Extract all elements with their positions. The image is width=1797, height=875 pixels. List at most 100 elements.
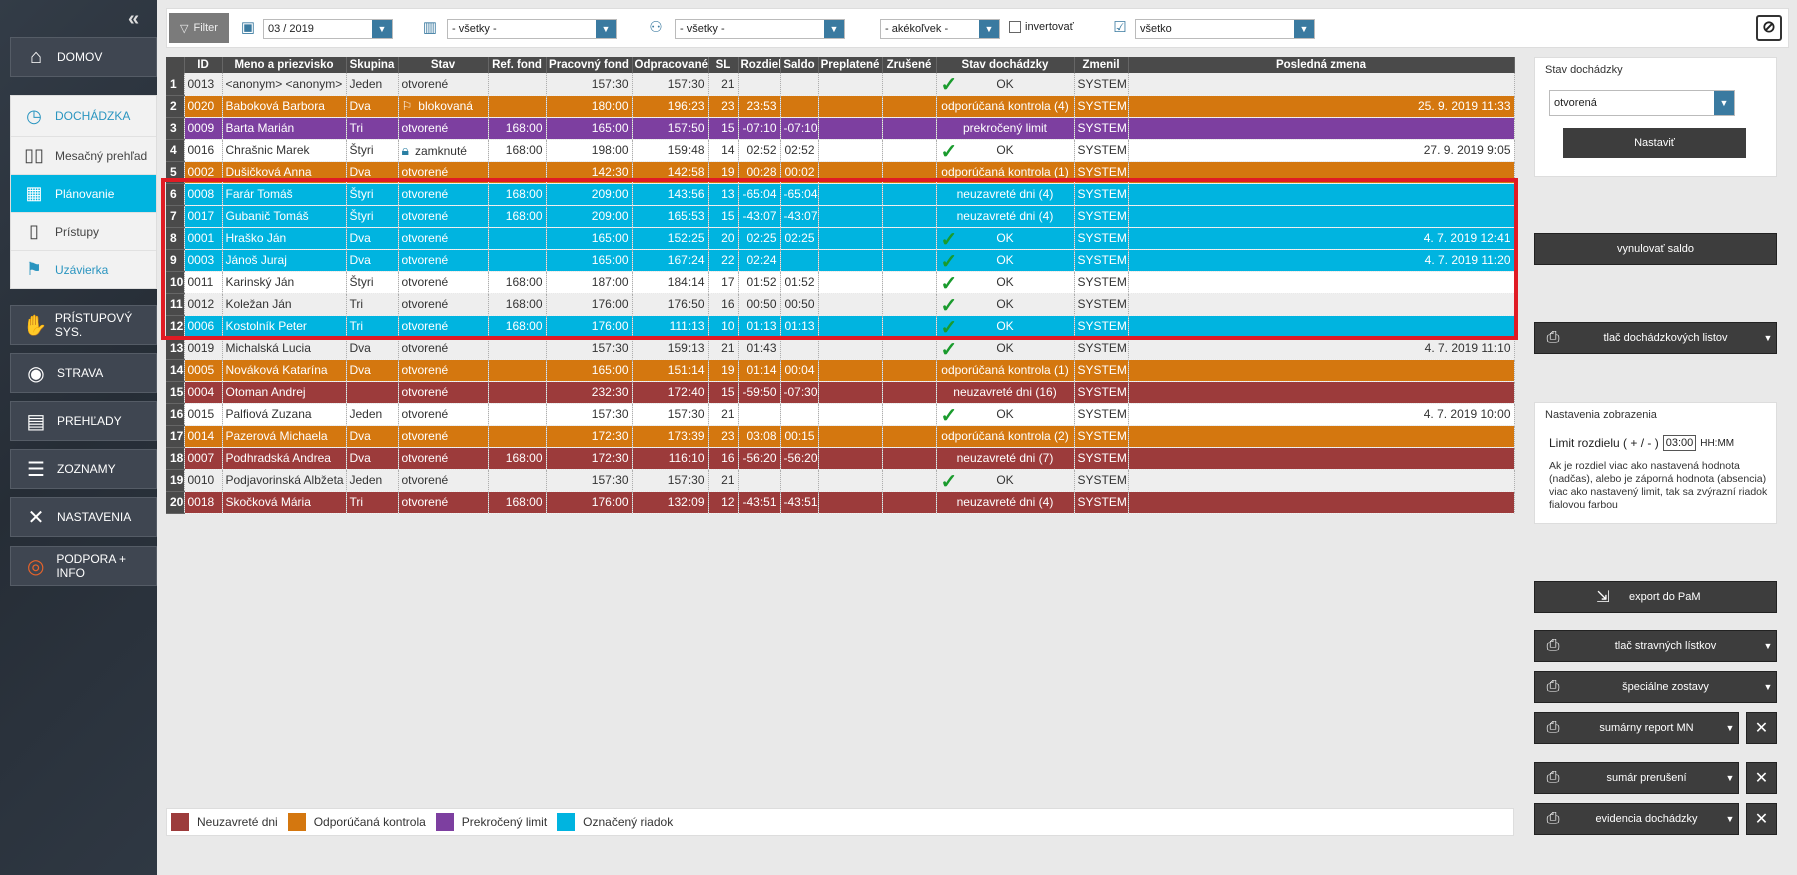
nav-nastavenia[interactable]: ✕ NASTAVENIA bbox=[10, 497, 157, 537]
table-row[interactable]: 14 0005 Nováková Katarína Dva otvorené 165:00… bbox=[166, 359, 1515, 382]
changed-by-cell: SYSTEM bbox=[1074, 359, 1129, 382]
column-header[interactable]: Zrušené bbox=[882, 57, 937, 73]
group-select[interactable]: - všetky - ▼ bbox=[675, 19, 845, 39]
table-row[interactable]: 17 0014 Pazerová Michaela Dva otvorené 172:30… bbox=[166, 425, 1515, 448]
table-row[interactable]: 11 0012 Koležan Ján Tri otvorené 168:00 176:00… bbox=[166, 293, 1515, 316]
table-row[interactable]: 6 0008 Farár Tomáš Štyri otvorené 168:00 209:0… bbox=[166, 183, 1515, 206]
table-row[interactable]: 19 0010 Podjavorinská Albžeta Jeden otvorené… bbox=[166, 469, 1515, 492]
summary-breaks-button[interactable]: ⎙ sumár prerušení ▼ bbox=[1534, 762, 1739, 794]
check-icon: ✓ bbox=[940, 250, 958, 271]
column-header[interactable]: Pracovný fond bbox=[546, 57, 633, 73]
set-state-button[interactable]: Nastaviť bbox=[1563, 128, 1746, 158]
nav-strava[interactable]: ◉ STRAVA bbox=[10, 353, 157, 393]
calendar-icon: ▣ bbox=[240, 19, 256, 36]
month-select[interactable]: 03 / 2019 ▼ bbox=[263, 19, 393, 39]
difference-cell: -59:50 bbox=[738, 381, 781, 404]
export-pam-button[interactable]: ⇲ export do PaM bbox=[1534, 581, 1777, 613]
sub-planovanie[interactable]: ▦ Plánovanie bbox=[11, 174, 156, 212]
sub-mesacny-prehlad[interactable]: ▯▯ Mesačný prehľad bbox=[11, 136, 156, 174]
column-header[interactable]: Meno a priezvisko bbox=[222, 57, 347, 73]
column-header[interactable]: SL bbox=[708, 57, 739, 73]
name-cell-text: Michalská Lucia bbox=[225, 341, 311, 355]
group-cell-text: Jeden bbox=[349, 407, 383, 421]
id-cell: 0002 bbox=[184, 161, 223, 184]
table-row[interactable]: 2 0020 Baboková Barbora Dva ⚐ blokovaná 180:00… bbox=[166, 95, 1515, 118]
table-row[interactable]: 13 0019 Michalská Lucia Dva otvorené 157:30 15… bbox=[166, 337, 1515, 360]
state-cell-text: otvorené bbox=[401, 363, 449, 377]
id-cell: 0003 bbox=[184, 249, 223, 272]
building-select[interactable]: - všetky - ▼ bbox=[447, 19, 617, 39]
id-cell: 0008 bbox=[184, 183, 223, 206]
limit-input[interactable]: 03:00 bbox=[1662, 435, 1697, 451]
print-meal-button[interactable]: ⎙ tlač stravných lístkov ▼ bbox=[1534, 630, 1777, 662]
filter-button[interactable]: ▽ Filter bbox=[169, 13, 229, 43]
reset-saldo-button[interactable]: vynulovať saldo bbox=[1534, 233, 1777, 265]
column-header[interactable]: Rozdiel bbox=[738, 57, 781, 73]
sl-cell-text: 16 bbox=[721, 451, 735, 465]
table-row[interactable]: 20 0018 Skočková Mária Tri otvorené 168:00 176… bbox=[166, 491, 1515, 514]
nav-dochadzka[interactable]: ◷ DOCHÁDZKA bbox=[11, 96, 156, 136]
ref-fund-cell bbox=[488, 469, 547, 492]
invert-checkbox-box[interactable] bbox=[1009, 21, 1021, 33]
table-row[interactable]: 9 0003 Jánoš Juraj Dva otvorené 165:00 167:24 2… bbox=[166, 249, 1515, 272]
table-row[interactable]: 12 0006 Kostolník Peter Tri otvorené 168:00 17… bbox=[166, 315, 1515, 338]
tools-icon[interactable]: ✕ bbox=[1746, 803, 1777, 835]
saldo-cell-text: -65:04 bbox=[783, 187, 818, 201]
nav-pristupovy-sys[interactable]: ✋ PRÍSTUPOVÝ SYS. bbox=[10, 305, 157, 345]
column-header[interactable]: Preplatené bbox=[818, 57, 883, 73]
table-row[interactable]: 10 0011 Karinský Ján Štyri otvorené 168:00 187… bbox=[166, 271, 1515, 294]
nav-domov[interactable]: ⌂ DOMOV bbox=[10, 37, 157, 77]
column-header[interactable]: Stav dochádzky bbox=[936, 57, 1075, 73]
table-row[interactable]: 4 0016 Chrašnic Marek Štyri 🔒︎ zamknuté 168:00… bbox=[166, 139, 1515, 162]
column-header[interactable]: Skupina bbox=[346, 57, 399, 73]
last-change-cell-text: 25. 9. 2019 11:33 bbox=[1417, 99, 1511, 113]
summary-mn-button[interactable]: ⎙ sumárny report MN ▼ bbox=[1534, 712, 1739, 744]
column-header[interactable]: Posledná zmena bbox=[1128, 57, 1515, 73]
table-row[interactable]: 7 0017 Gubanič Tomáš Štyri otvorené 168:00 209… bbox=[166, 205, 1515, 228]
column-header[interactable]: Stav bbox=[398, 57, 489, 73]
column-header[interactable]: Saldo bbox=[780, 57, 819, 73]
table-row[interactable]: 3 0009 Barta Marián Tri otvorené 168:00 165:00… bbox=[166, 117, 1515, 140]
nav-prehlady[interactable]: ▤ PREHĽADY bbox=[10, 401, 157, 441]
special-reports-button[interactable]: ⎙ špeciálne zostavy ▼ bbox=[1534, 671, 1777, 703]
changed-by-cell-text: SYSTEM bbox=[1077, 99, 1127, 113]
ref-fund-cell-text: 168:00 bbox=[505, 275, 543, 289]
nav-zoznamy[interactable]: ☰ ZOZNAMY bbox=[10, 449, 157, 489]
table-row[interactable]: 16 0015 Palfiová Zuzana Jeden otvorené 157:30… bbox=[166, 403, 1515, 426]
tools-icon[interactable]: ✕ bbox=[1746, 712, 1777, 744]
table-row[interactable]: 8 0001 Hraško Ján Dva otvorené 165:00 152:25 20… bbox=[166, 227, 1515, 250]
column-header[interactable]: Ref. fond bbox=[488, 57, 547, 73]
group-cell-text: Dva bbox=[349, 99, 371, 113]
column-header[interactable]: Zmenil bbox=[1074, 57, 1129, 73]
work-fund-cell-text: 176:00 bbox=[591, 319, 629, 333]
tools-icon[interactable]: ✕ bbox=[1746, 762, 1777, 794]
name-cell: Dušičková Anna bbox=[222, 161, 347, 184]
attendance-state-select[interactable]: otvorená ▼ bbox=[1549, 90, 1735, 116]
sl-cell-text: 13 bbox=[721, 187, 735, 201]
print-attendance-button[interactable]: ⎙ tlač dochádzkových listov ▼ bbox=[1534, 322, 1777, 354]
work-fund-cell: 176:00 bbox=[546, 293, 633, 316]
column-header[interactable]: Odpracované bbox=[632, 57, 709, 73]
worked-cell: 159:13 bbox=[632, 337, 709, 360]
printer-icon: ⎙ bbox=[1546, 329, 1560, 346]
invert-checkbox[interactable]: invertovať bbox=[1009, 21, 1074, 33]
collapse-sidebar-icon[interactable]: « bbox=[128, 8, 140, 30]
status-select[interactable]: všetko ▼ bbox=[1135, 19, 1315, 39]
nav-podpora[interactable]: ◎ PODPORA + INFO bbox=[10, 546, 157, 586]
table-row[interactable]: 18 0007 Podhradská Andrea Dva otvorené 168:00… bbox=[166, 447, 1515, 470]
sub-uzavierka[interactable]: ⚑ Uzávierka bbox=[11, 250, 156, 288]
table-row[interactable]: 1 0013 <anonym> <anonym> Jeden otvorené 157:3… bbox=[166, 73, 1515, 96]
saldo-cell: 02:52 bbox=[780, 139, 819, 162]
name-cell-text: Podjavorinská Albžeta bbox=[225, 473, 344, 487]
work-fund-cell-text: 157:30 bbox=[591, 407, 629, 421]
disable-icon[interactable]: ⊘ bbox=[1756, 15, 1782, 41]
group-cell: Jeden bbox=[346, 469, 399, 492]
last-change-cell: 4. 7. 2019 11:10 bbox=[1128, 337, 1515, 360]
sub-pristupy[interactable]: ▯ Prístupy bbox=[11, 212, 156, 250]
column-header[interactable]: ID bbox=[184, 57, 223, 73]
attendance-record-button[interactable]: ⎙ evidencia dochádzky ▼ bbox=[1534, 803, 1739, 835]
cancelled-cell bbox=[882, 315, 937, 338]
table-row[interactable]: 15 0004 Otoman Andrej otvorené 232:30 172:40 1… bbox=[166, 381, 1515, 404]
table-row[interactable]: 5 0002 Dušičková Anna Dva otvorené 142:30 142:… bbox=[166, 161, 1515, 184]
condition-select[interactable]: - akékoľvek - ▼ bbox=[880, 19, 1000, 39]
